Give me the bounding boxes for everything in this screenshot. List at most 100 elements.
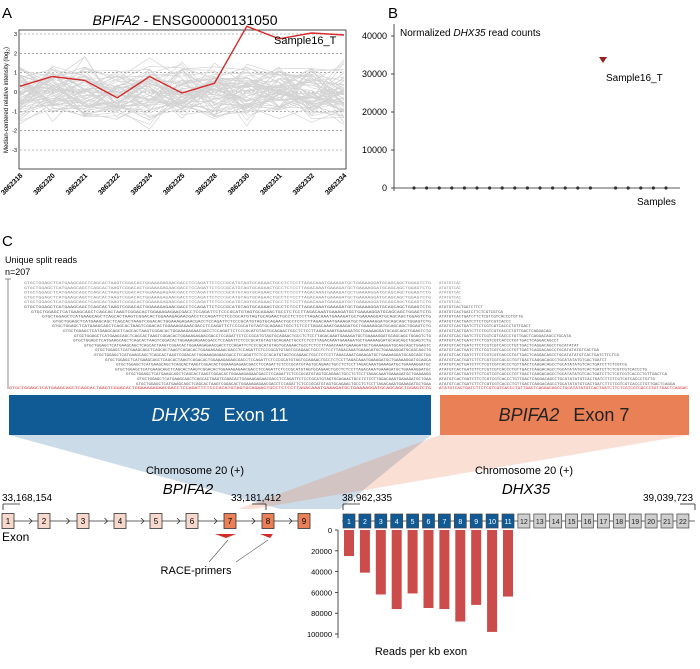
split-read-right: ATATGTCACTGATCTTCTCGTCGTCACCCTGTTGACTCAG…	[439, 373, 668, 377]
background-sample-line	[19, 73, 345, 112]
primer-pointer-1	[208, 539, 229, 563]
split-read-left: GTGCTGGAGCTCATGAAGCAGCTCAGCACTAAGTCGGACA…	[42, 316, 432, 320]
dhx35-exon-box	[581, 513, 594, 529]
panel-b-point	[437, 186, 441, 190]
panel-b-point	[664, 186, 668, 190]
dhx35-exon-box	[501, 513, 515, 529]
background-sample-line	[19, 66, 345, 109]
panel-a-x-tick: 3862321	[65, 172, 89, 196]
split-read-left: GTGCTGGAGCTCATGAAGCAGCTCAGCACTAAGTCGGACA…	[126, 373, 432, 377]
bar-y-tick: 100000	[307, 630, 332, 639]
bar-y-ticks: 0 20000 40000 60000 80000 100000	[307, 526, 338, 639]
dhx35-exon-number: 14	[552, 519, 560, 526]
split-read-right: ATATGTCACTGATCTTCTCGTCGTCACCCTGTTGACT	[439, 325, 532, 329]
dhx35-exon-number: 19	[631, 519, 639, 526]
panel-a-y-tick: -2	[12, 129, 17, 135]
panel-b-point-highlight	[599, 56, 607, 63]
split-read-right: ATATGTCACTGATCTTCTCGTCGTCACCCTGTTGACTCAG…	[439, 378, 656, 382]
panel-a-x-tick: 3862332	[292, 172, 316, 196]
background-sample-line	[19, 70, 345, 119]
bpifa2-start-coord: 33,168,154	[2, 493, 52, 504]
panel-a-background-lines	[19, 55, 345, 130]
split-read-left: GTGCTGGAGCTCATGAAGCAGCTCAGCACTAAGTCGGACA…	[73, 340, 432, 344]
dhx35-exon-box	[453, 513, 467, 529]
split-read-right: ATATGTCACTGATCTTCTCGTCGTCACCCTGTTGACTCAG…	[439, 344, 580, 348]
split-read-left: GTGCTGGAGCTCATGAAGCAGCTCAGCACTAAGTCGGACA…	[84, 344, 432, 348]
bar-y-tick: 0	[328, 526, 332, 535]
panel-a-y-ticks: 3 2 1 0 -1 -2 -3	[12, 32, 17, 154]
background-sample-line	[19, 70, 345, 109]
dhx35-exon-number: 7	[442, 519, 446, 526]
intron-arrow	[213, 517, 218, 525]
intron-arrow	[288, 517, 293, 525]
background-sample-line	[19, 85, 345, 119]
background-sample-line	[19, 64, 345, 122]
dhx35-exon-box	[374, 513, 388, 529]
bpifa2-exon-box	[113, 513, 127, 529]
background-sample-line	[19, 63, 345, 117]
panel-b-title: Normalized DHX35 read counts	[400, 28, 541, 39]
split-read-alignments: GTGCTGGAGCTCATGAAGCAGCTCAGCACTAAGTCGGACA…	[9, 282, 689, 391]
split-read-right: ATATGTCAC	[439, 301, 462, 305]
panel-b-y-tick: 10000	[362, 145, 387, 155]
split-read-left: GTGCTGGAGCTCATGAAGCAGCTCAGCACTAAGTCGGACA…	[95, 349, 432, 353]
panel-b-letter: B	[388, 5, 398, 22]
panel-a-x-tick: 3862328	[195, 172, 219, 196]
bpifa2-exon-box	[223, 513, 237, 529]
dhx35-exon-box	[533, 513, 547, 529]
dhx35-exon-number: 17	[600, 519, 608, 526]
dhx35-exon-number: 16	[584, 519, 592, 526]
dhx35-exon-number: 22	[679, 519, 687, 526]
split-read-right: ATATGTCACTGATCTTCT	[439, 306, 484, 310]
split-read-right: ATATGTCAC	[439, 282, 462, 286]
dhx35-exon-box	[628, 513, 642, 529]
panel-b-point	[576, 186, 580, 190]
background-sample-line	[19, 67, 345, 118]
reads-bar	[391, 530, 402, 610]
dhx35-exon-box	[422, 513, 435, 529]
panel-a-x-tick: 3862320	[33, 172, 57, 196]
background-sample-line	[19, 68, 345, 100]
split-read-right: ATATGTCACTGATCTTCTCGTCGTCACCCTGTTGACTCAG…	[439, 364, 628, 368]
split-read-right: ATATGTCACTGATCTTCTCGTCGTCACCCTGTTG	[439, 316, 524, 320]
panel-a-letter: A	[2, 5, 12, 22]
dhx35-projection	[9, 435, 431, 509]
dhx35-exon-number: 2	[363, 519, 367, 526]
panel-b-point	[614, 186, 618, 190]
dhx35-exon-number: 15	[568, 519, 576, 526]
split-read-left: GTGCTGGAGCTCATGAAGCAGCTCAGCACTAAGTCGGACA…	[137, 378, 432, 382]
reads-bar	[344, 530, 354, 556]
dhx35-exon-track: 1 2 3 4 5 6 7 8 9 10 11 12 13 14 15 16 17 18 19 20 21 22	[342, 513, 695, 529]
panel-a-title: BPIFA2 - ENSG00000131050	[93, 12, 278, 28]
panel-a-x-tick-labels: 3862318 3862320 3862321 3862322 3862324 38623…	[0, 172, 348, 196]
split-read-left: GTGCTGGAGCTCATGAAGCAGCTCAGCACTAAGTCGGACA…	[31, 311, 432, 315]
split-read-left: GTGCTGGAGCTCATGAAGCAGCTCAGCACTAAGTCGGACA…	[24, 287, 432, 291]
dhx35-start-coord: 38,962,335	[342, 493, 392, 504]
dhx35-exon-box	[612, 513, 626, 529]
intron-arrow	[251, 517, 256, 525]
split-reads-count: n=207	[5, 267, 30, 277]
bpifa2-exon-number: 9	[302, 517, 307, 526]
panel-a-y-tick: 3	[14, 32, 17, 38]
split-read-left: GTGCTGGAGCTCATGAAGCAGCTCAGCACTAAGTCGGACA…	[53, 320, 432, 324]
dhx35-exon-number: 6	[427, 519, 431, 526]
split-read-right: ATATGTCACTGATCTTCTCGTCGTCACCC	[439, 320, 512, 324]
panel-a-y-label: Median-centered relative intensity (log2…	[4, 47, 11, 153]
panel-b-point	[588, 186, 593, 190]
panel-a-x-tick: 3862334	[324, 172, 348, 196]
dhx35-exon-box	[342, 513, 356, 529]
reads-per-kb-label: Reads per kb exon	[375, 646, 467, 658]
split-read-left: GTGCTGGAGCTCATGAAGCAGCTCAGCACTAAGTCGGACA…	[24, 296, 432, 300]
bpifa2-exon7-bar	[440, 395, 689, 435]
intron-arrow	[66, 517, 71, 525]
panel-b-point	[513, 186, 517, 190]
bpifa2-gene-title: BPIFA2	[163, 481, 214, 498]
dhx35-exon-number: 5	[411, 519, 415, 526]
dhx35-end-coord: 39,039,723	[643, 493, 693, 504]
split-read-right: ATATGTCACTGATCTTCTCGTCGTCACCCTGTTGACTCAG…	[439, 354, 620, 358]
split-read-left: GTGCTGGAGCTCATGAAGCAGCTCAGCACTAAGTCGGACA…	[63, 330, 432, 334]
reads-bar	[487, 530, 498, 632]
split-read-left: GTGCTGGAGCTCATGAAGCAGCTCAGCACTAAGTCGGACA…	[52, 325, 432, 329]
split-read-right: ATATGTCACTGATCTTCTCGTCGTCA	[439, 311, 504, 315]
bpifa2-exon-box	[149, 513, 163, 529]
